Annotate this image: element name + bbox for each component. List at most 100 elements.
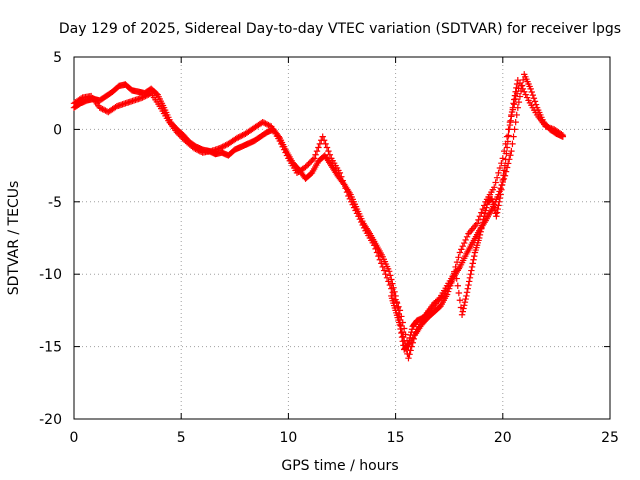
data-point [336, 169, 344, 177]
data-point [265, 121, 272, 129]
data-point [471, 252, 478, 260]
data-point [468, 267, 475, 274]
data-point [375, 252, 382, 260]
data-point [346, 195, 354, 203]
data-point [222, 142, 229, 149]
x-tick-label: 5 [177, 430, 186, 446]
data-point [220, 142, 228, 150]
data-point [408, 326, 416, 333]
data-point [480, 215, 487, 223]
data-point [339, 177, 346, 184]
data-point [492, 210, 499, 217]
data-point [235, 134, 242, 141]
data-point [468, 263, 476, 271]
x-tick-label: 25 [601, 430, 619, 446]
data-point [352, 207, 359, 214]
data-point [559, 131, 567, 139]
data-point [373, 249, 381, 256]
x-tick-label: 15 [387, 430, 405, 446]
data-point [504, 138, 512, 145]
data-point [513, 80, 521, 88]
data-point [345, 192, 352, 200]
data-point [192, 145, 199, 153]
data-point [358, 218, 365, 226]
ticks: 0 5 10 15 20 25 -20 -15 -10 -5 0 5 [39, 50, 619, 446]
data-point [459, 308, 466, 315]
data-point [392, 296, 399, 303]
data-point [513, 84, 520, 92]
data-point [461, 239, 468, 247]
data-point [306, 159, 314, 166]
data-point [218, 144, 225, 151]
data-point [405, 354, 412, 362]
data-point [355, 213, 362, 220]
data-point [308, 158, 315, 165]
data-point [386, 281, 394, 289]
data-point [340, 181, 348, 188]
data-point [529, 91, 537, 99]
data-point [503, 144, 511, 151]
data-point [502, 156, 509, 163]
data-point [216, 145, 223, 152]
data-point [406, 334, 414, 342]
data-point [396, 321, 404, 329]
data-point [398, 333, 406, 341]
data-point [408, 328, 415, 336]
data-point [490, 201, 497, 208]
data-point [532, 101, 540, 108]
data-point [504, 160, 512, 167]
series-sdtvar [70, 71, 567, 362]
data-point [238, 132, 245, 140]
data-point [482, 207, 489, 214]
data-point [315, 144, 322, 151]
data-point [496, 194, 504, 202]
data-point [453, 258, 461, 266]
x-axis-label: GPS time / hours [281, 458, 398, 474]
data-point [512, 88, 519, 95]
data-point [458, 311, 466, 318]
data-point [505, 132, 512, 139]
data-point [399, 338, 406, 345]
data-point [175, 130, 182, 137]
data-point [499, 176, 506, 184]
data-point [511, 92, 519, 99]
data-point [522, 91, 529, 98]
data-point [236, 133, 244, 140]
data-point [476, 234, 483, 242]
data-point [343, 188, 351, 196]
x-tick-label: 10 [279, 430, 297, 446]
data-point [452, 268, 459, 275]
data-point [461, 298, 469, 306]
data-point [320, 137, 328, 144]
data-point [493, 213, 500, 220]
data-point [342, 185, 349, 192]
data-point [483, 201, 491, 208]
data-point [456, 297, 464, 304]
data-point [239, 131, 246, 139]
data-point [497, 191, 504, 198]
data-point [508, 108, 516, 116]
data-point [370, 242, 378, 249]
data-point [77, 95, 85, 102]
data-point [453, 275, 460, 282]
data-point [193, 146, 201, 153]
data-point [510, 100, 517, 107]
data-point [509, 104, 517, 111]
data-point [405, 340, 412, 347]
data-point [280, 146, 288, 153]
data-point [279, 143, 286, 150]
data-point [278, 140, 285, 148]
data-point [506, 121, 514, 129]
data-point [523, 94, 531, 101]
data-point [491, 184, 498, 191]
data-point [507, 152, 514, 159]
data-point [477, 228, 484, 235]
data-point [349, 201, 356, 208]
data-point [499, 155, 506, 162]
data-point [500, 172, 507, 179]
data-point [97, 105, 105, 112]
data-point [473, 220, 481, 227]
data-point [496, 198, 503, 205]
data-point [513, 111, 520, 119]
data-point [475, 216, 482, 224]
